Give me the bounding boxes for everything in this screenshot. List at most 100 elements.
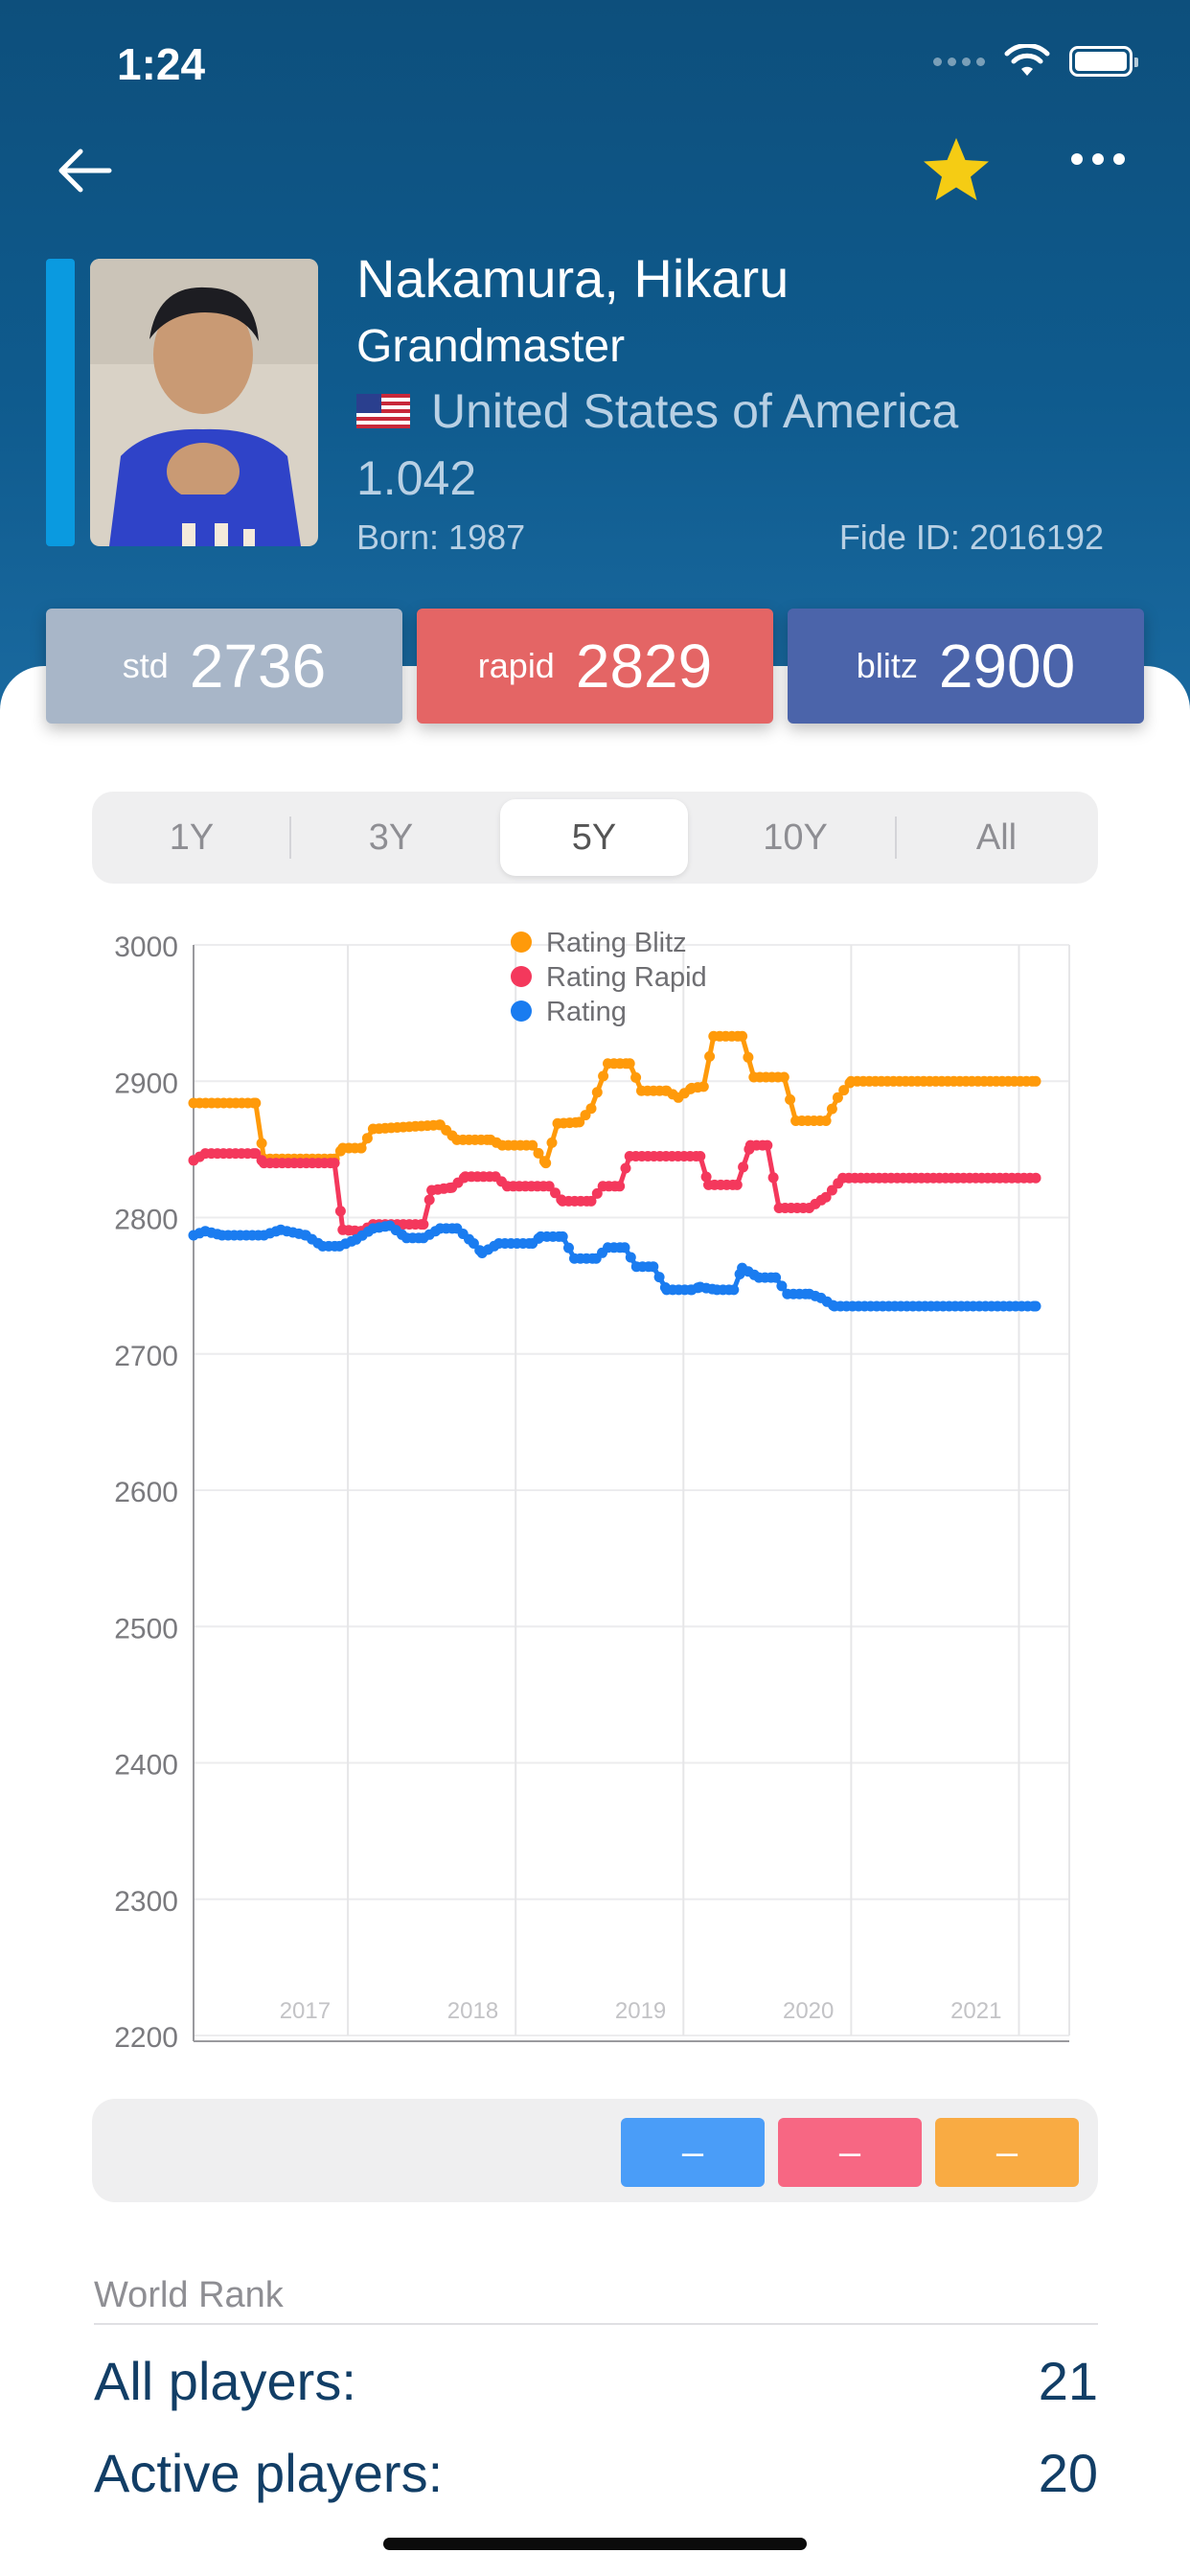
data-point bbox=[619, 1242, 630, 1254]
data-point bbox=[826, 1103, 837, 1115]
divider bbox=[94, 2323, 1098, 2325]
y-tick-label: 2300 bbox=[114, 1886, 178, 1918]
data-point bbox=[728, 1284, 740, 1296]
favorite-star-icon[interactable] bbox=[920, 134, 993, 207]
data-point bbox=[250, 1097, 262, 1109]
data-point bbox=[557, 1230, 568, 1242]
toggle-blitz-button[interactable]: – bbox=[935, 2118, 1079, 2187]
data-point bbox=[704, 1050, 716, 1062]
world-rank-label: World Rank bbox=[94, 2275, 284, 2315]
data-point bbox=[355, 1142, 367, 1154]
period-tab-all[interactable]: All bbox=[975, 816, 1018, 858]
data-point bbox=[1030, 1300, 1041, 1312]
toggle-rapid-button[interactable]: – bbox=[778, 2118, 922, 2187]
period-tab-5y[interactable]: 5Y bbox=[500, 799, 688, 876]
data-point bbox=[546, 1137, 558, 1148]
data-point bbox=[838, 1085, 850, 1096]
legend-label: Rating Blitz bbox=[546, 928, 687, 958]
data-point bbox=[832, 1092, 843, 1103]
data-point bbox=[778, 1071, 790, 1083]
data-point bbox=[695, 1151, 706, 1162]
data-point bbox=[820, 1116, 832, 1126]
data-point bbox=[591, 1187, 603, 1199]
data-point bbox=[770, 1272, 782, 1283]
data-point bbox=[762, 1139, 773, 1151]
active-players-rank: 20 bbox=[1038, 2443, 1098, 2503]
active-players-label: Active players: bbox=[94, 2443, 444, 2503]
data-point bbox=[624, 1058, 635, 1070]
legend-label: Rating Rapid bbox=[546, 962, 707, 993]
rating-card-blitz[interactable]: blitz 2900 bbox=[788, 609, 1144, 724]
segment-divider bbox=[895, 816, 897, 859]
data-point bbox=[653, 1272, 665, 1283]
series-line-rating-blitz bbox=[194, 1033, 1036, 1166]
more-options-icon[interactable] bbox=[1071, 153, 1125, 165]
status-icons bbox=[933, 44, 1138, 79]
data-point bbox=[820, 1191, 832, 1203]
y-tick-label: 2900 bbox=[114, 1068, 178, 1099]
rating-value: 2736 bbox=[189, 632, 327, 701]
rating-history-chart: 2200 2300 2400 2500 2600 2700 2800 2900 3000 2017… bbox=[0, 920, 1190, 2054]
y-tick-label: 2200 bbox=[114, 2022, 178, 2051]
data-point bbox=[1030, 1172, 1041, 1184]
data-point bbox=[767, 1172, 779, 1184]
period-tab-10y[interactable]: 10Y bbox=[763, 816, 828, 858]
data-point bbox=[585, 1195, 597, 1207]
back-arrow-icon[interactable] bbox=[56, 142, 113, 199]
player-photo bbox=[90, 259, 318, 546]
home-indicator bbox=[383, 2538, 807, 2550]
data-point bbox=[625, 1252, 636, 1263]
data-point bbox=[738, 1162, 749, 1173]
data-point bbox=[591, 1087, 603, 1098]
period-tab-3y[interactable]: 3Y bbox=[368, 816, 414, 858]
content-sheet bbox=[0, 666, 1190, 2576]
rating-value: 2900 bbox=[938, 632, 1076, 701]
series-line-rating bbox=[193, 1223, 1037, 1309]
data-point bbox=[826, 1184, 837, 1196]
battery-icon bbox=[1069, 46, 1138, 77]
x-tick-label: 2019 bbox=[615, 1998, 666, 2024]
data-point bbox=[785, 1093, 796, 1105]
toggle-rating-button[interactable]: – bbox=[621, 2118, 765, 2187]
segment-divider bbox=[289, 816, 291, 859]
cellular-signal-icon bbox=[933, 57, 985, 66]
legend-marker bbox=[511, 966, 532, 987]
x-tick-label: 2021 bbox=[950, 1998, 1001, 2024]
data-point bbox=[585, 1103, 597, 1115]
status-time: 1:24 bbox=[117, 39, 206, 89]
data-point bbox=[329, 1158, 340, 1169]
data-point bbox=[630, 1071, 642, 1083]
legend-label: Rating bbox=[546, 997, 627, 1027]
player-name: Nakamura, Hikaru bbox=[356, 248, 790, 309]
rating-label: std bbox=[122, 646, 169, 685]
period-segmented-control: 1Y 3Y 5Y 10Y All bbox=[92, 792, 1098, 884]
all-players-rank: 21 bbox=[1038, 2351, 1098, 2411]
data-point bbox=[256, 1138, 267, 1149]
fide-id: Fide ID: 2016192 bbox=[838, 518, 1104, 557]
born-year: Born: 1987 bbox=[356, 518, 526, 557]
all-players-label: All players: bbox=[94, 2351, 356, 2411]
rating-label: rapid bbox=[477, 646, 555, 685]
rating-label: blitz bbox=[856, 646, 918, 685]
player-country: United States of America bbox=[356, 383, 958, 439]
rating-card-rapid[interactable]: rapid 2829 bbox=[417, 609, 773, 724]
x-tick-label: 2020 bbox=[783, 1998, 834, 2024]
y-tick-label: 2800 bbox=[114, 1205, 178, 1236]
legend-marker bbox=[511, 932, 532, 953]
data-point bbox=[614, 1181, 626, 1192]
data-point bbox=[468, 1238, 479, 1249]
y-tick-label: 2700 bbox=[114, 1341, 178, 1372]
wifi-icon bbox=[1004, 44, 1050, 76]
data-point bbox=[423, 1194, 435, 1206]
data-point bbox=[250, 1148, 262, 1160]
data-point bbox=[574, 1116, 585, 1128]
data-point bbox=[700, 1171, 712, 1183]
rating-card-std[interactable]: std 2736 bbox=[46, 609, 402, 724]
data-point bbox=[776, 1280, 788, 1292]
period-tab-1y[interactable]: 1Y bbox=[169, 816, 215, 858]
data-point bbox=[533, 1147, 544, 1159]
data-point bbox=[543, 1181, 555, 1192]
data-point bbox=[540, 1158, 552, 1169]
chart-svg: 2200 2300 2400 2500 2600 2700 2800 2900 3000 2017… bbox=[114, 928, 1070, 2054]
data-point bbox=[648, 1261, 659, 1273]
